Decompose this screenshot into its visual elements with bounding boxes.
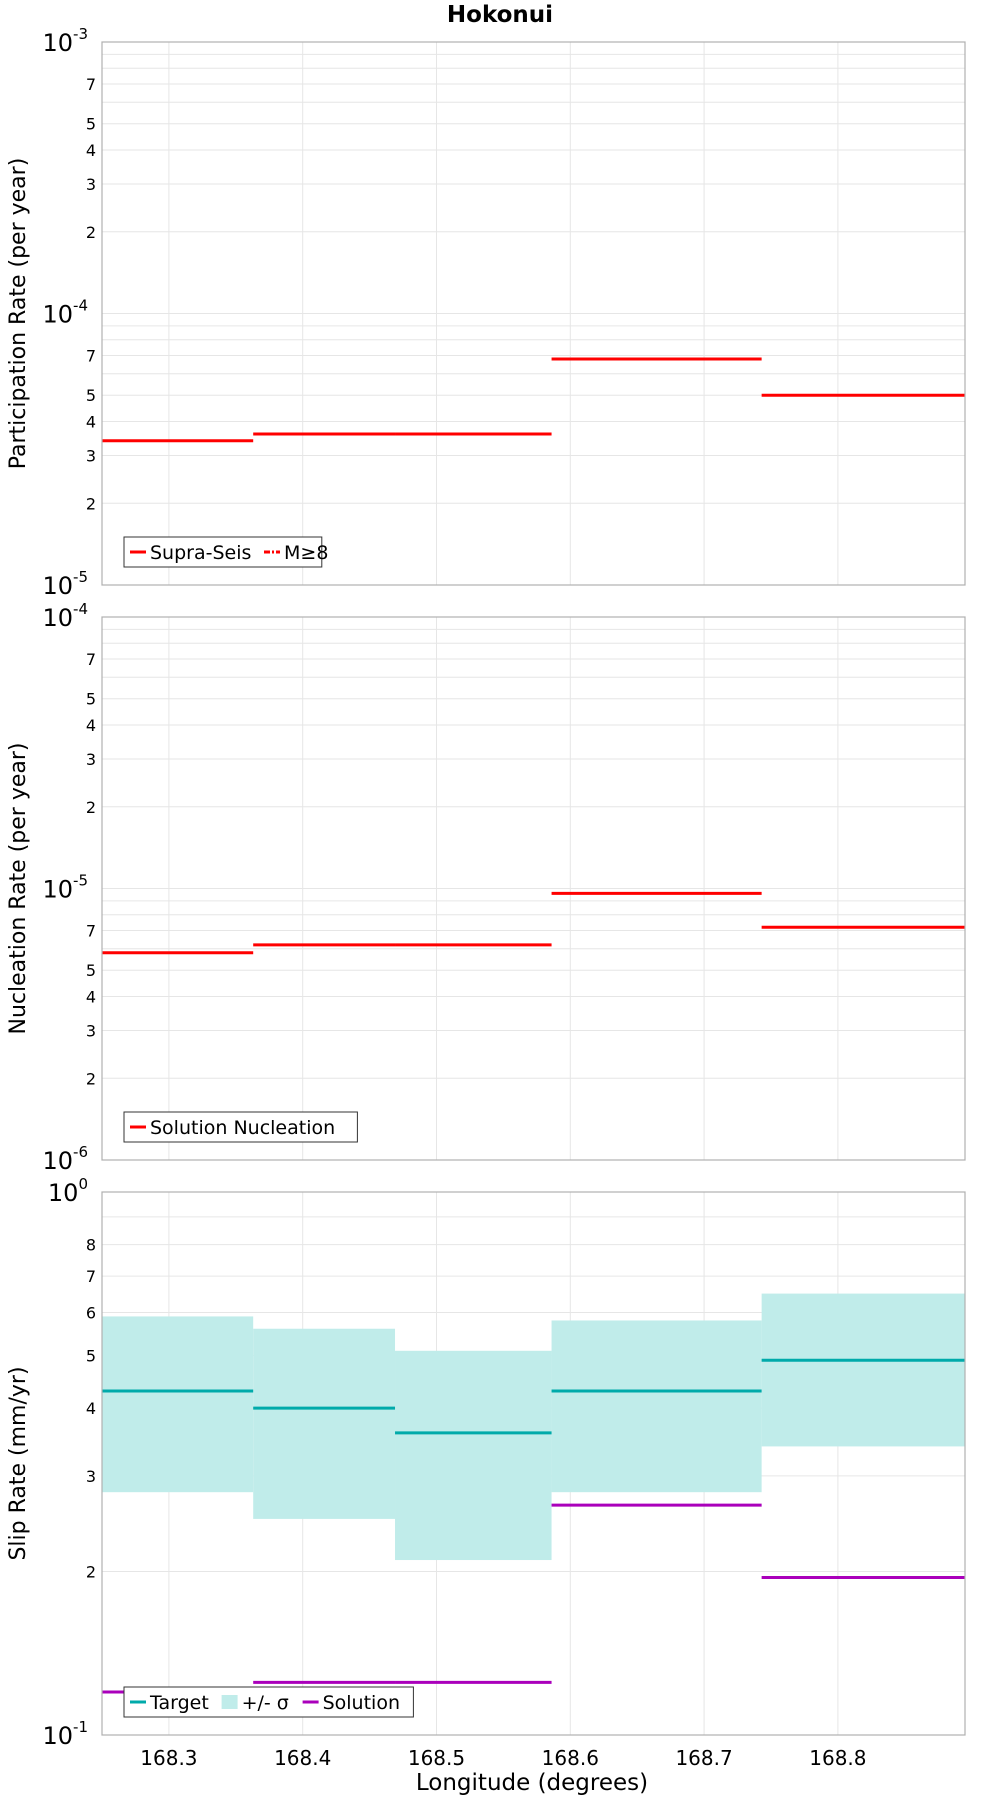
y-tick-label: 100 (48, 1175, 88, 1207)
y-tick-label: 5 (86, 961, 96, 980)
series-solution-nucleation (102, 891, 965, 955)
y-tick-label: 7 (86, 75, 96, 94)
legend-box (123, 1111, 358, 1143)
y-tick-label: 6 (86, 1303, 96, 1322)
y-tick-label: 7 (86, 922, 96, 941)
x-tick-label: 168.4 (274, 1746, 331, 1770)
y-tick-label: 5 (86, 1346, 96, 1365)
legend: Target +/- σ Solution (123, 1686, 414, 1718)
y-tick-labels: 10-6 10-5 10-4 2 3 4 5 7 2 3 4 5 7 (42, 600, 96, 1175)
plot-frame (101, 1191, 966, 1736)
y-tick-label: 4 (86, 716, 96, 735)
y-tick-labels: 10-1 100 2 3 4 5 6 7 8 (42, 1175, 96, 1750)
grid (102, 42, 965, 585)
y-tick-label: 10-3 (42, 25, 88, 57)
y-axis-label: Nucleation Rate (per year) (6, 743, 31, 1035)
y-tick-label: 7 (86, 650, 96, 669)
panel-participation: 10-5 10-4 10-3 2 3 4 5 7 2 3 4 5 7 Participation Rate… (6, 25, 966, 600)
y-tick-label: 8 (86, 1236, 96, 1255)
y-tick-label: 5 (86, 115, 96, 134)
y-tick-label: 7 (86, 1267, 96, 1286)
x-axis-label: Longitude (degrees) (416, 1770, 648, 1796)
series-supra-seis (102, 357, 965, 443)
legend-label: Solution (323, 1692, 400, 1714)
x-tick-label: 168.3 (140, 1746, 197, 1770)
sigma-band-segment (551, 1320, 762, 1493)
legend-label: Solution Nucleation (150, 1117, 335, 1139)
y-tick-label: 10-4 (42, 600, 88, 632)
legend-swatch (221, 1695, 238, 1709)
y-tick-labels: 10-5 10-4 10-3 2 3 4 5 7 2 3 4 5 7 (42, 25, 96, 600)
y-tick-label: 5 (86, 690, 96, 709)
y-tick-label: 10-4 (42, 297, 88, 329)
series-target (102, 1358, 965, 1435)
y-tick-label: 10-5 (42, 872, 88, 904)
sigma-band-segment (253, 1328, 396, 1519)
sigma-band-segment (761, 1293, 965, 1447)
x-tick-labels: 168.3 168.4 168.5 168.6 168.7 168.8 (140, 1746, 866, 1770)
panel-nucleation: 10-6 10-5 10-4 2 3 4 5 7 2 3 4 5 7 Nucleation Rate (p… (6, 600, 966, 1175)
legend-box (123, 1686, 414, 1718)
x-tick-label: 168.5 (408, 1746, 465, 1770)
legend-box (123, 536, 323, 568)
y-tick-label: 4 (86, 141, 96, 160)
x-tick-label: 168.7 (675, 1746, 732, 1770)
legend-label: +/- σ (242, 1692, 289, 1714)
x-tick-label: 168.8 (809, 1746, 866, 1770)
legend: Solution Nucleation (123, 1111, 358, 1143)
y-tick-label: 2 (86, 1069, 96, 1088)
plot-frame (101, 41, 966, 586)
y-axis-label: Participation Rate (per year) (6, 158, 31, 470)
y-tick-label: 5 (86, 386, 96, 405)
legend-label: Target (149, 1692, 209, 1714)
y-tick-label: 4 (86, 413, 96, 432)
panel-slip: 10-1 100 2 3 4 5 6 7 8 Slip Rate (mm/yr) Target +/-… (6, 1175, 966, 1770)
legend-label: M≥8 (284, 542, 328, 564)
x-tick-label: 168.6 (542, 1746, 599, 1770)
plot-frame (101, 616, 966, 1161)
grid (102, 617, 965, 1160)
y-tick-label: 3 (86, 175, 96, 194)
chart-title: Hokonui (447, 2, 553, 28)
y-tick-label: 10-5 (42, 568, 88, 600)
legend: Supra-Seis M≥8 (123, 536, 328, 568)
y-tick-label: 2 (86, 494, 96, 513)
y-tick-label: 7 (86, 347, 96, 366)
sigma-band-segment (395, 1350, 552, 1561)
y-tick-label: 2 (86, 223, 96, 242)
sigma-band (102, 1293, 965, 1561)
sigma-band-segment (102, 1316, 254, 1493)
y-tick-label: 3 (86, 1021, 96, 1040)
y-tick-label: 3 (86, 750, 96, 769)
y-tick-label: 3 (86, 446, 96, 465)
y-tick-label: 4 (86, 1399, 96, 1418)
y-tick-label: 2 (86, 798, 96, 817)
y-tick-label: 4 (86, 988, 96, 1007)
y-tick-label: 10-6 (42, 1143, 88, 1175)
y-tick-label: 2 (86, 1563, 96, 1582)
y-tick-label: 10-1 (42, 1718, 88, 1750)
y-axis-label: Slip Rate (mm/yr) (6, 1366, 31, 1560)
y-tick-label: 3 (86, 1467, 96, 1486)
legend-label: Supra-Seis (150, 542, 251, 564)
